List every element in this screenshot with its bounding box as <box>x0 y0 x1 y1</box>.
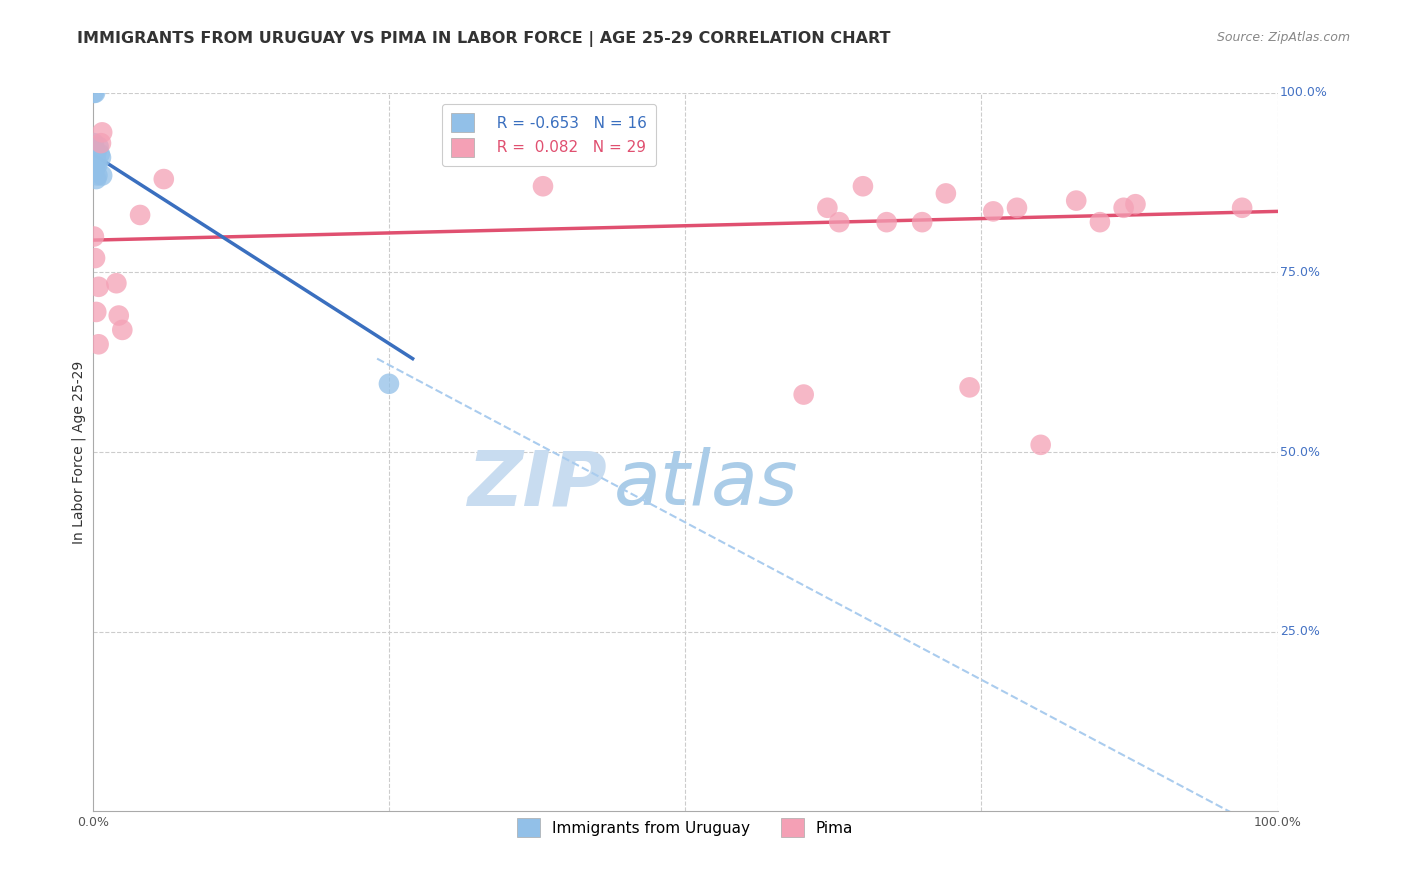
Point <box>84 251 107 265</box>
Text: 100.0%: 100.0% <box>1279 87 1327 99</box>
Point <box>84 144 107 158</box>
Point <box>1029 438 1052 452</box>
Point <box>378 376 401 391</box>
Point <box>87 140 110 154</box>
Point <box>91 125 114 139</box>
Point <box>828 215 851 229</box>
Point <box>876 215 898 229</box>
Point <box>935 186 957 201</box>
Point <box>107 309 129 323</box>
Point <box>152 172 174 186</box>
Point <box>1064 194 1087 208</box>
Text: Source: ZipAtlas.com: Source: ZipAtlas.com <box>1216 31 1350 45</box>
Point <box>90 136 112 150</box>
Point <box>84 154 107 169</box>
Point <box>111 323 134 337</box>
Point <box>793 387 815 401</box>
Point <box>86 158 108 172</box>
Point <box>89 147 111 161</box>
Point <box>1005 201 1028 215</box>
Point <box>87 337 110 351</box>
Y-axis label: In Labor Force | Age 25-29: In Labor Force | Age 25-29 <box>72 360 86 543</box>
Point <box>1112 201 1135 215</box>
Legend: Immigrants from Uruguay, Pima: Immigrants from Uruguay, Pima <box>510 813 859 843</box>
Point <box>981 204 1004 219</box>
Point <box>531 179 554 194</box>
Point <box>83 229 105 244</box>
Point <box>911 215 934 229</box>
Point <box>84 147 107 161</box>
Point <box>959 380 981 394</box>
Text: 75.0%: 75.0% <box>1279 266 1320 279</box>
Point <box>83 86 105 100</box>
Point <box>815 201 838 215</box>
Point <box>84 161 107 176</box>
Point <box>83 165 105 179</box>
Text: 25.0%: 25.0% <box>1279 625 1320 638</box>
Point <box>91 169 114 183</box>
Text: 50.0%: 50.0% <box>1279 445 1320 458</box>
Point <box>83 136 105 150</box>
Point <box>87 280 110 294</box>
Point <box>86 169 108 183</box>
Text: ZIP: ZIP <box>468 448 609 521</box>
Point <box>1230 201 1253 215</box>
Text: IMMIGRANTS FROM URUGUAY VS PIMA IN LABOR FORCE | AGE 25-29 CORRELATION CHART: IMMIGRANTS FROM URUGUAY VS PIMA IN LABOR… <box>77 31 891 47</box>
Text: atlas: atlas <box>614 448 799 521</box>
Point <box>105 277 128 291</box>
Point <box>84 86 107 100</box>
Point <box>90 151 112 165</box>
Point <box>129 208 152 222</box>
Point <box>84 172 107 186</box>
Point <box>852 179 875 194</box>
Point <box>84 305 107 319</box>
Point <box>1088 215 1111 229</box>
Point <box>1125 197 1147 211</box>
